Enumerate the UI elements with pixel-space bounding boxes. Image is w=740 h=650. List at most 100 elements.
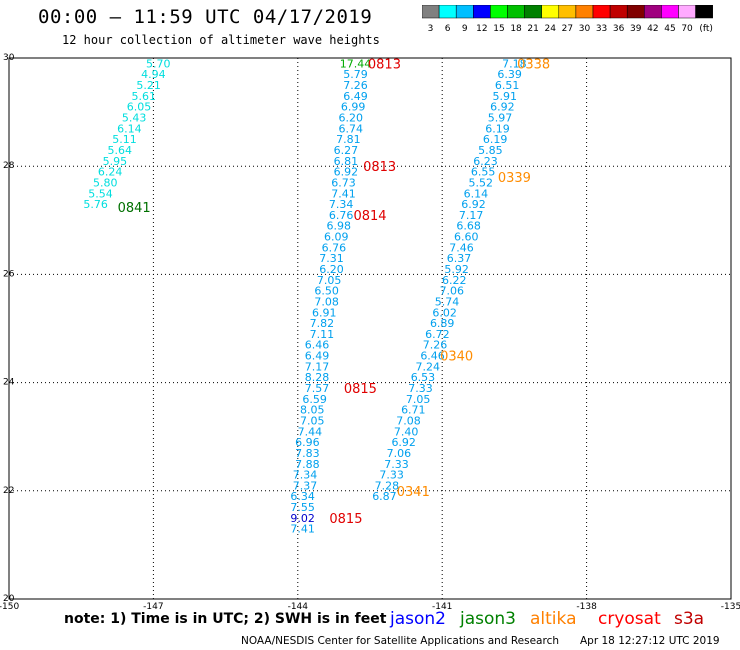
swh-data-label: 5.80 bbox=[93, 176, 118, 189]
swh-data-label: 6.87 bbox=[372, 490, 397, 503]
colorbar-label: 9 bbox=[462, 24, 468, 34]
swh-data-label: 7.34 bbox=[329, 198, 354, 211]
pass-time-label: 0338 bbox=[517, 57, 550, 72]
swh-data-label: 7.83 bbox=[295, 447, 320, 460]
swh-data-label: 7.33 bbox=[384, 458, 409, 471]
swh-data-label: 7.82 bbox=[310, 317, 335, 330]
swh-data-label: 7.26 bbox=[343, 79, 368, 92]
swh-data-label: 6.05 bbox=[127, 101, 152, 114]
swh-data-label: 6.74 bbox=[338, 122, 363, 135]
swh-data-label: 6.39 bbox=[497, 68, 522, 81]
colorbar-label: 21 bbox=[527, 24, 538, 34]
swh-data-label: 5.97 bbox=[488, 112, 513, 125]
swh-data-label: 5.61 bbox=[132, 90, 157, 103]
swh-data-label: 5.91 bbox=[493, 90, 518, 103]
color-legend: 3 6 9 12 15 18 21 24 27 30 33 36 39 42 45 70 (ft) bbox=[422, 5, 713, 34]
swh-data-label: 6.14 bbox=[464, 187, 489, 200]
satellite-legend-jason2: jason2 bbox=[390, 609, 446, 629]
colorbar-label: 70 bbox=[681, 24, 693, 34]
swh-data-label: 7.41 bbox=[290, 523, 315, 536]
swh-data-label: 6.72 bbox=[425, 328, 450, 341]
swh-data-label: 5.92 bbox=[444, 263, 469, 276]
swh-data-label: 8.28 bbox=[305, 371, 330, 384]
credit-line: NOAA/NESDIS Center for Satellite Applica… bbox=[241, 635, 559, 647]
swh-data-label: 7.06 bbox=[440, 285, 465, 298]
colorbar-swatch bbox=[695, 5, 713, 19]
y-tick-label: 22 bbox=[3, 486, 14, 496]
colorbar-label: 42 bbox=[647, 24, 658, 34]
y-tick-label: 26 bbox=[3, 269, 15, 279]
pass-time-label: 0813 bbox=[363, 160, 396, 175]
colorbar-label: (ft) bbox=[699, 24, 713, 34]
pass-time-label: 0340 bbox=[440, 350, 473, 365]
pass-time-label: 0339 bbox=[498, 171, 531, 186]
swh-data-label: 7.33 bbox=[408, 382, 433, 395]
swh-data-label: 6.76 bbox=[322, 241, 347, 254]
swh-data-label: 6.92 bbox=[391, 436, 416, 449]
swh-data-label: 6.81 bbox=[334, 155, 359, 168]
swh-data-label: 7.57 bbox=[305, 382, 330, 395]
y-tick-label: 28 bbox=[3, 161, 15, 171]
swh-data-label: 6.34 bbox=[290, 490, 315, 503]
swh-data-label: 5.52 bbox=[468, 176, 493, 189]
generated-timestamp: Apr 18 12:27:12 UTC 2019 bbox=[580, 635, 720, 647]
swh-data-label: 6.92 bbox=[334, 166, 359, 179]
swh-data-label: 6.20 bbox=[319, 263, 344, 276]
pass-time-label: 0813 bbox=[368, 57, 401, 72]
swh-data-label: 6.71 bbox=[401, 404, 426, 417]
swh-data-label: 7.28 bbox=[375, 479, 400, 492]
swh-data-label: 6.92 bbox=[490, 101, 515, 114]
swh-data-label: 6.98 bbox=[326, 220, 351, 233]
x-tick-label: -135 bbox=[721, 602, 740, 612]
swh-data-label: 17.44 bbox=[340, 57, 372, 70]
colorbar-label: 24 bbox=[545, 24, 557, 34]
swh-data-label: 6.27 bbox=[334, 144, 359, 157]
x-tick-label: -144 bbox=[288, 602, 309, 612]
swh-data-label: 7.34 bbox=[293, 469, 318, 482]
swh-data-label: 6.59 bbox=[302, 393, 327, 406]
swh-data-label: 6.49 bbox=[343, 90, 368, 103]
swh-data-label: 7.08 bbox=[314, 295, 339, 308]
chart-title: 00:00 – 11:59 UTC 04/17/2019 bbox=[38, 6, 373, 28]
swh-data-label: 6.68 bbox=[456, 220, 481, 233]
swh-data-label: 5.74 bbox=[435, 295, 460, 308]
swh-data-label: 7.81 bbox=[336, 133, 361, 146]
swh-data-label: 7.46 bbox=[449, 241, 474, 254]
plot-frame bbox=[8, 57, 732, 600]
swh-data-label: 6.46 bbox=[420, 350, 445, 363]
swh-data-label: 7.26 bbox=[423, 339, 448, 352]
swh-data-label: 6.23 bbox=[473, 155, 498, 168]
y-tick-label: 24 bbox=[3, 378, 15, 388]
pass-time-label: 0815 bbox=[329, 512, 362, 527]
x-tick-label: -150 bbox=[0, 602, 19, 612]
swh-data-label: 4.94 bbox=[141, 68, 166, 81]
colorbar-label: 30 bbox=[579, 24, 591, 34]
satellite-legend-altika: altika bbox=[530, 609, 577, 629]
colorbar-label: 27 bbox=[562, 24, 573, 34]
swh-data-label: 7.40 bbox=[394, 425, 419, 438]
pass-time-label: 0815 bbox=[344, 382, 377, 397]
swh-data-label: 6.89 bbox=[430, 317, 455, 330]
swh-data-label: 6.50 bbox=[314, 285, 339, 298]
satellite-legend-jason3: jason3 bbox=[460, 609, 516, 629]
swh-data-label: 6.02 bbox=[432, 306, 457, 319]
swh-data-label: 7.11 bbox=[310, 328, 335, 341]
colorbar-label: 45 bbox=[664, 24, 675, 34]
colorbar-label: 18 bbox=[510, 24, 522, 34]
swh-data-label: 6.55 bbox=[471, 166, 496, 179]
swh-data-label: 5.85 bbox=[478, 144, 503, 157]
colorbar-label: 39 bbox=[630, 24, 642, 34]
swh-data-label: 6.49 bbox=[305, 350, 330, 363]
swh-data-label: 9.02 bbox=[290, 512, 315, 525]
swh-data-label: 6.99 bbox=[341, 101, 366, 114]
swh-data-label: 7.17 bbox=[305, 360, 330, 373]
swh-data-label: 6.19 bbox=[485, 122, 510, 135]
swh-data-label: 5.11 bbox=[112, 133, 137, 146]
swh-data-label: 7.05 bbox=[300, 414, 325, 427]
swh-data-label: 5.79 bbox=[343, 68, 368, 81]
swh-data-label: 6.96 bbox=[295, 436, 320, 449]
swh-data-label: 6.46 bbox=[305, 339, 330, 352]
swh-data-label: 7.08 bbox=[396, 414, 421, 427]
swh-data-label: 5.64 bbox=[107, 144, 132, 157]
colorbar-label: 36 bbox=[613, 24, 625, 34]
